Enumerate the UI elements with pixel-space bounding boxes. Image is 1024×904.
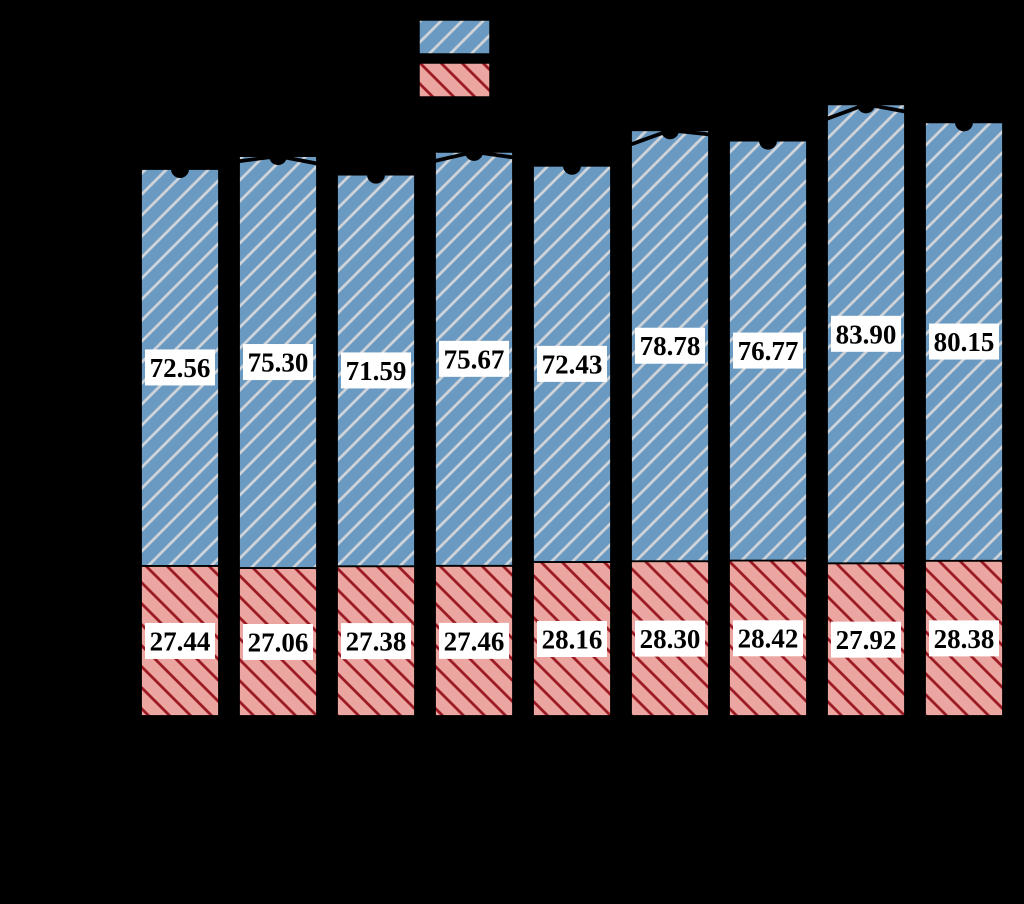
- red-value-label-3: 27.38: [341, 623, 411, 660]
- total-marker-9: [955, 113, 973, 132]
- blue-value-label-4: 75.67: [439, 340, 509, 377]
- value-label-box: [537, 620, 607, 657]
- value-label-text: 72.43: [542, 349, 603, 379]
- value-label-box: [831, 315, 901, 352]
- total-marker-3: [367, 165, 385, 184]
- red-value-label-9: 28.38: [929, 620, 999, 657]
- red-value-label-2: 27.06: [243, 623, 313, 660]
- value-label-text: 27.46: [444, 626, 505, 656]
- total-marker-7: [759, 131, 777, 150]
- total-marker-6: [661, 121, 679, 140]
- blue-value-label-1: 72.56: [145, 349, 215, 386]
- value-label-box: [243, 344, 313, 381]
- value-label-text: 27.06: [248, 627, 309, 657]
- value-label-box: [537, 345, 607, 382]
- value-label-box: [439, 340, 509, 377]
- value-label-box: [145, 349, 215, 386]
- blue-value-label-2: 75.30: [243, 344, 313, 381]
- value-label-text: 28.42: [738, 624, 799, 654]
- blue-value-label-8: 83.90: [831, 315, 901, 352]
- value-label-box: [439, 622, 509, 659]
- blue-value-label-3: 71.59: [341, 352, 411, 389]
- value-label-box: [341, 352, 411, 389]
- legend: [418, 19, 491, 98]
- red-value-label-7: 28.42: [733, 620, 803, 657]
- value-label-box: [831, 621, 901, 658]
- value-label-text: 80.15: [934, 327, 995, 357]
- total-marker-4: [465, 142, 483, 161]
- blue-value-label-6: 78.78: [635, 327, 705, 364]
- value-label-text: 28.16: [542, 624, 603, 654]
- value-label-box: [929, 620, 999, 657]
- value-label-box: [733, 620, 803, 657]
- value-label-text: 27.44: [150, 626, 211, 656]
- value-label-box: [145, 622, 215, 659]
- red-value-label-8: 27.92: [831, 621, 901, 658]
- red-value-label-1: 27.44: [145, 622, 215, 659]
- total-marker-1: [171, 160, 189, 178]
- value-label-text: 71.59: [346, 356, 407, 386]
- blue-value-label-9: 80.15: [929, 323, 999, 360]
- red-value-label-4: 27.46: [439, 622, 509, 659]
- value-label-box: [733, 332, 803, 369]
- total-marker-8: [857, 95, 875, 114]
- blue-value-label-5: 72.43: [537, 345, 607, 382]
- value-label-text: 75.67: [444, 344, 505, 374]
- blue-value-label-7: 76.77: [733, 332, 803, 369]
- value-label-text: 28.30: [640, 624, 701, 654]
- value-label-text: 27.38: [346, 627, 407, 657]
- total-marker-2: [269, 147, 287, 166]
- value-label-text: 76.77: [738, 336, 799, 366]
- value-label-box: [635, 327, 705, 364]
- legend-swatch-red: [418, 62, 491, 98]
- value-label-box: [243, 623, 313, 660]
- value-label-box: [341, 623, 411, 660]
- total-marker-5: [563, 156, 581, 175]
- value-label-text: 78.78: [640, 331, 701, 361]
- value-label-box: [929, 323, 999, 360]
- value-label-text: 75.30: [248, 347, 309, 377]
- value-label-box: [635, 620, 705, 657]
- red-value-label-6: 28.30: [635, 620, 705, 657]
- red-value-label-5: 28.16: [537, 620, 607, 657]
- legend-swatch-blue: [418, 19, 491, 55]
- value-label-text: 83.90: [836, 319, 897, 349]
- value-label-text: 28.38: [934, 624, 995, 654]
- value-label-text: 72.56: [150, 353, 211, 383]
- value-label-text: 27.92: [836, 625, 897, 655]
